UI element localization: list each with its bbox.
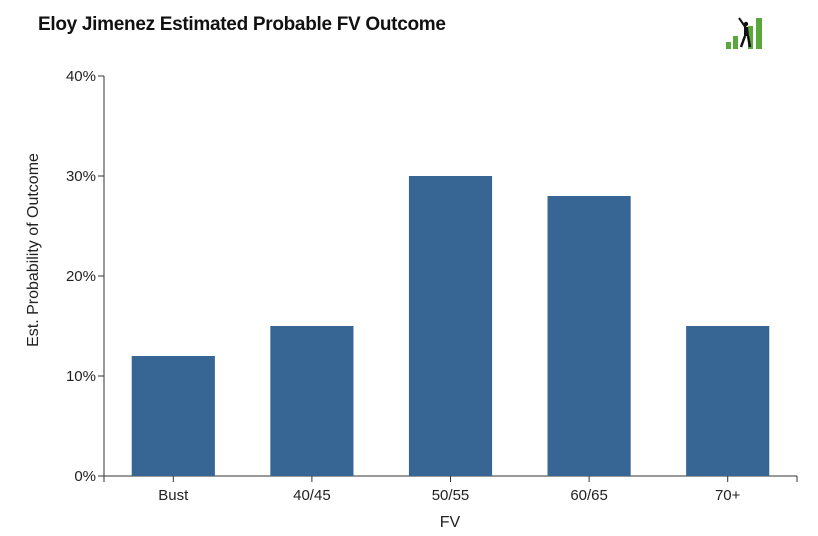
bar-70-: [686, 326, 770, 476]
bar-50-55: [408, 176, 493, 476]
y-tick-label: 10%: [66, 368, 96, 385]
bar-40-45: [270, 326, 354, 476]
logo-batter-figure: [738, 17, 752, 48]
logo-bar-1: [726, 42, 731, 49]
bar-bust: [131, 356, 215, 476]
x-axis: Bust 40/45 50/55 60/65 70+: [103, 475, 798, 504]
y-axis-title: Est. Probability of Outcome: [25, 153, 42, 347]
x-tick-label: 60/65: [570, 487, 608, 504]
batter-bars-logo-icon: [726, 17, 762, 49]
logo-bar-3: [748, 26, 753, 49]
y-tick-label: 20%: [66, 268, 96, 285]
logo-bar-2: [733, 36, 738, 49]
x-tick-label: Bust: [158, 487, 189, 504]
y-tick-label: 0%: [74, 468, 96, 485]
chart-title: Eloy Jimenez Estimated Probable FV Outco…: [38, 14, 446, 35]
bar-60-65: [547, 196, 631, 476]
x-axis-title: FV: [440, 514, 461, 531]
bars: [131, 176, 770, 476]
y-tick-label: 40%: [66, 68, 96, 85]
x-tick-label: 40/45: [293, 487, 331, 504]
y-axis: 0% 10% 20% 30% 40%: [66, 68, 105, 485]
y-tick-label: 30%: [66, 168, 96, 185]
x-tick-label: 50/55: [432, 487, 470, 504]
x-tick-label: 70+: [715, 487, 741, 504]
logo-bar-4: [756, 18, 762, 49]
